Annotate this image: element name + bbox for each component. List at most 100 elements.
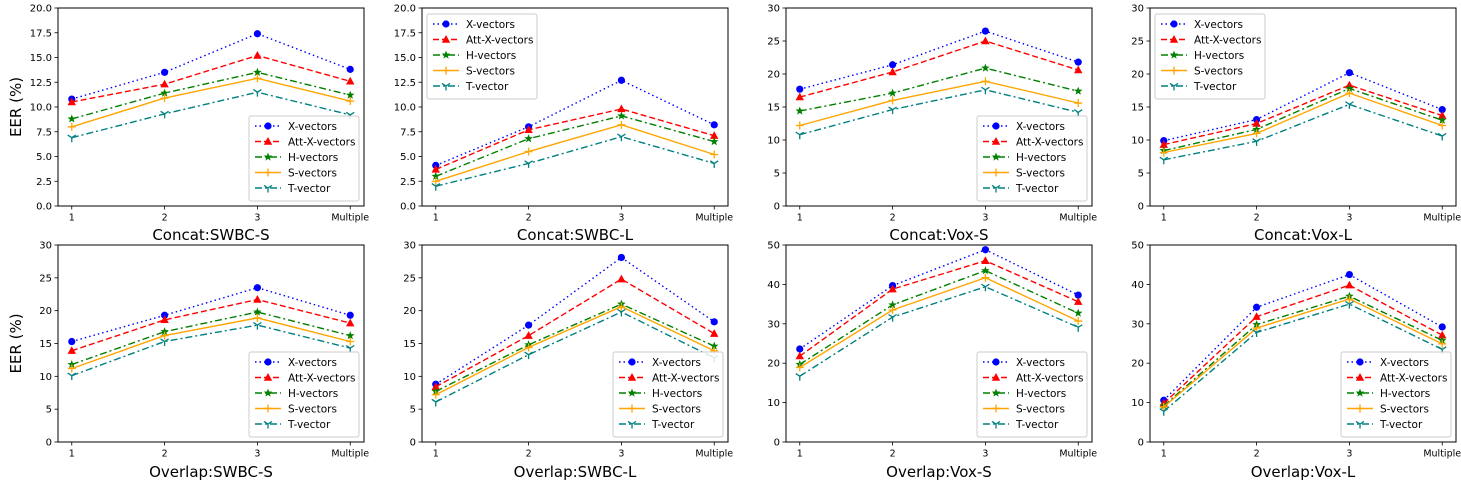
y-tick-label: 20.0: [394, 4, 416, 15]
data-point: [431, 390, 440, 399]
legend: X-vectors Att-X-vectors H-vectors S-vectors…: [612, 351, 724, 438]
legend-entry: T-vector: [1379, 419, 1423, 431]
data-point: [1073, 324, 1083, 332]
series-s-vectors: [1159, 294, 1447, 411]
legend-marker: [442, 20, 450, 28]
data-point: [888, 88, 897, 97]
legend-entry: S-vectors: [652, 404, 701, 416]
legend-entry: S-vectors: [1380, 404, 1429, 416]
y-tick-label: 20: [767, 70, 780, 81]
subplot-6: 0 5 10 15 20 25 30 1 2 3 Multiple Overlap:SWBC-L X-v…: [403, 241, 733, 480]
series-line: [799, 40, 1079, 98]
legend-marker: [1355, 388, 1365, 397]
legend-box: [976, 115, 1088, 202]
data-point: [795, 363, 804, 372]
x-axis-label: Concat:Vox-S: [889, 226, 988, 244]
x-tick-label: 3: [254, 449, 260, 460]
legend-marker: [628, 358, 636, 366]
y-tick-label: 0: [774, 438, 780, 449]
legend-marker: [628, 404, 636, 413]
y-tick-label: 40: [1131, 280, 1144, 291]
data-point: [1252, 329, 1261, 337]
data-point: [1073, 308, 1083, 317]
data-point: [524, 147, 533, 156]
legend-entry: T-vector: [1015, 419, 1059, 431]
series-line: [435, 311, 715, 403]
legend-marker: [263, 388, 273, 397]
y-tick-label: 10: [767, 398, 780, 409]
subplot-1: 0.0 2.5 5.0 7.5 10.0 12.5 15.0 17.5 20.0 1 2 3 Multi…: [7, 4, 369, 245]
y-axis-label: EER (%): [7, 313, 25, 373]
legend-entry: S-vectors: [466, 66, 515, 78]
legend-marker: [991, 420, 1001, 429]
legend-entry: X-vectors: [1016, 121, 1065, 133]
data-point: [981, 27, 990, 35]
series-x-vectors: [796, 246, 1082, 353]
legend-box: [248, 351, 360, 438]
data-point: [253, 295, 262, 303]
data-point: [524, 125, 533, 133]
legend-entry: H-vectors: [1016, 388, 1066, 400]
x-tick-label: 3: [254, 213, 260, 224]
data-point: [1252, 129, 1261, 138]
data-point: [67, 372, 77, 381]
legend-marker: [441, 82, 451, 91]
data-point: [710, 150, 719, 159]
data-point: [431, 183, 441, 191]
x-axis-label: Overlap:Vox-S: [886, 463, 992, 480]
data-point: [524, 160, 533, 168]
axes-frame: [785, 244, 1093, 443]
data-point: [160, 327, 169, 336]
data-point: [888, 300, 897, 309]
data-point: [431, 171, 441, 180]
data-point: [345, 90, 355, 99]
data-point: [1345, 294, 1354, 303]
series-s-vectors: [795, 77, 1083, 130]
data-point: [253, 313, 262, 322]
data-point: [253, 30, 262, 38]
data-point: [617, 111, 626, 120]
legend-marker: [1169, 82, 1179, 91]
legend-marker: [264, 122, 272, 130]
data-point: [253, 89, 262, 97]
legend: X-vectors Att-X-vectors H-vectors S-vectors…: [976, 351, 1088, 438]
data-point: [1345, 69, 1354, 77]
x-tick-label: Multiple: [695, 449, 733, 460]
legend-marker: [264, 404, 272, 413]
series-line: [71, 32, 351, 100]
legend-marker: [442, 66, 450, 75]
data-point: [617, 120, 626, 129]
y-tick-label: 10: [767, 136, 780, 147]
series-line: [71, 77, 351, 128]
series-att-x-vectors: [795, 256, 1083, 360]
series-line: [71, 317, 351, 370]
legend-entry: H-vectors: [1016, 152, 1066, 164]
data-point: [981, 36, 990, 45]
x-tick-label: Multiple: [1423, 449, 1461, 460]
data-point: [253, 74, 262, 83]
series-x-vectors: [796, 27, 1082, 93]
series-line: [71, 71, 351, 120]
series-att-x-vectors: [1159, 80, 1447, 148]
data-point: [67, 114, 77, 123]
series-t-vector: [67, 321, 355, 381]
data-point: [431, 398, 441, 407]
x-tick-label: 2: [1254, 213, 1260, 224]
legend: X-vectors Att-X-vectors H-vectors S-vectors…: [248, 115, 360, 202]
legend-entry: H-vectors: [1194, 50, 1244, 62]
data-point: [981, 246, 990, 254]
data-point: [981, 273, 990, 282]
legend: X-vectors Att-X-vectors H-vectors S-vectors…: [976, 115, 1088, 202]
y-tick-label: 7.5: [400, 127, 416, 138]
data-point: [1159, 402, 1168, 411]
data-point: [1438, 330, 1447, 339]
series-att-x-vectors: [67, 51, 355, 106]
x-axis-label: Overlap:SWBC-L: [514, 463, 637, 480]
legend-entry: S-vectors: [1016, 404, 1065, 416]
series-t-vector: [1159, 300, 1447, 416]
series-x-vectors: [1160, 270, 1446, 404]
data-point: [1437, 132, 1447, 141]
x-tick-label: 1: [433, 213, 439, 224]
y-tick-label: 50: [1131, 241, 1144, 252]
x-tick-label: Multiple: [1423, 213, 1461, 224]
